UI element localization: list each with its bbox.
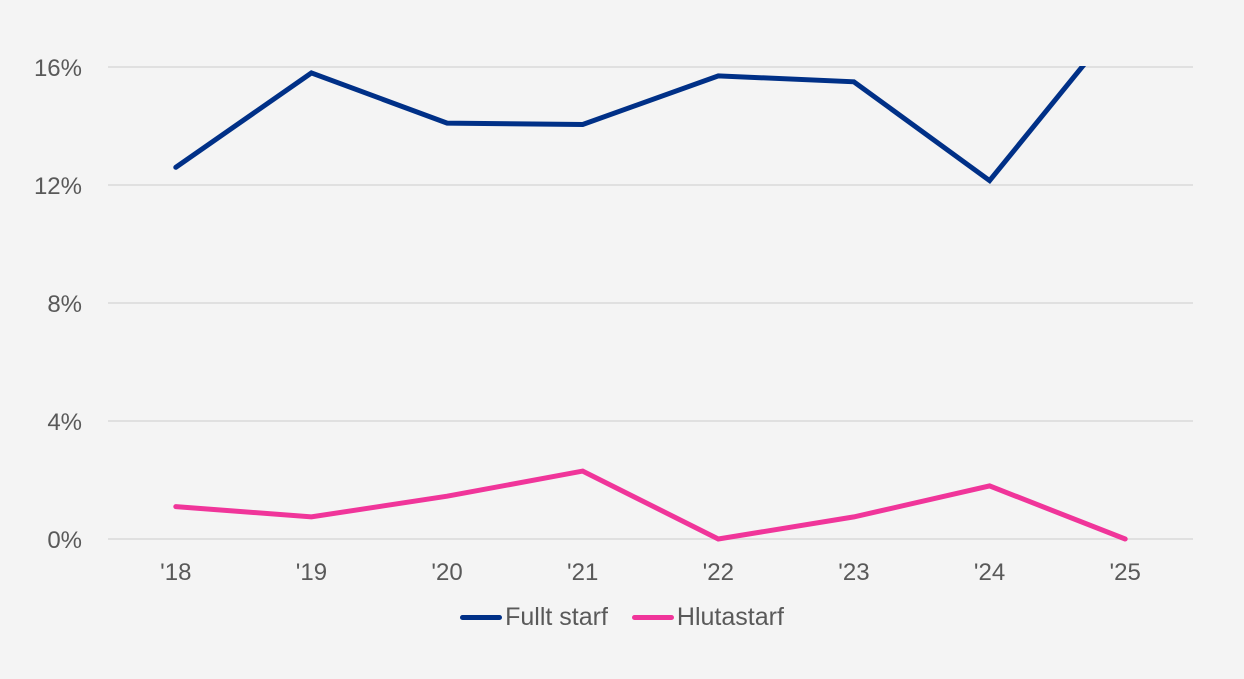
x-tick-label: '21 [567, 559, 598, 586]
series-line-fullt-starf [173, 66, 1087, 185]
x-tick-label: '23 [838, 559, 869, 586]
x-tick-label: '25 [1110, 559, 1141, 586]
y-tick-label: 8% [47, 291, 82, 318]
y-tick-label: 12% [34, 173, 82, 200]
y-tick-label: 4% [47, 409, 82, 436]
legend-label: Hlutastarf [676, 603, 784, 631]
series-line-hlutastarf [173, 468, 1128, 542]
y-axis-ticks: 0% 4% 8% 12% 16% [34, 55, 82, 554]
x-tick-label: '19 [296, 559, 327, 586]
legend-swatch-fullt-starf [460, 615, 503, 620]
x-tick-label: '22 [703, 559, 734, 586]
legend-item-fullt-starf: Fullt starf [460, 603, 608, 632]
legend: Fullt starf Hlutastarf [0, 603, 1244, 632]
x-tick-label: '18 [160, 559, 191, 586]
legend-label: Fullt starf [505, 603, 608, 631]
series-lines [173, 66, 1128, 542]
gridlines [108, 66, 1193, 540]
legend-swatch-hlutastarf [631, 615, 674, 620]
y-tick-label: 0% [47, 527, 82, 554]
x-tick-label: '20 [431, 559, 462, 586]
y-tick-label: 16% [34, 55, 82, 82]
x-axis-ticks: '18 '19 '20 '21 '22 '23 '24 '25 [160, 559, 1141, 586]
x-tick-label: '24 [974, 559, 1005, 586]
legend-item-hlutastarf: Hlutastarf [631, 603, 784, 632]
